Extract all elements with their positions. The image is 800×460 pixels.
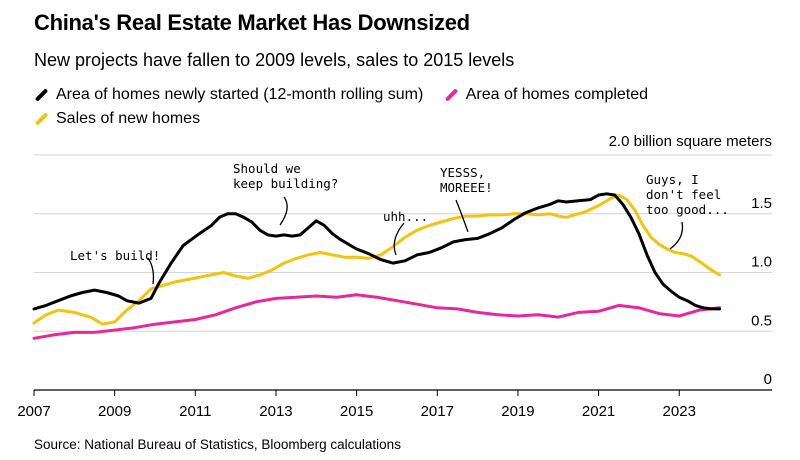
annotation-text: Should we xyxy=(233,161,301,176)
annotation-text: keep building? xyxy=(233,176,338,191)
series-line-0 xyxy=(32,192,722,311)
annotation-text: MOREEE! xyxy=(440,180,493,195)
y-tick-label: 1.5 xyxy=(751,195,772,212)
y-tick-label: 0 xyxy=(764,371,772,388)
annotation-text: Let's build! xyxy=(70,248,160,263)
annotation-leader xyxy=(147,257,155,285)
legend-item-completed: Area of homes completed xyxy=(444,84,648,106)
x-tick-label: 2017 xyxy=(421,403,454,420)
annotation-text: Guys, I xyxy=(646,172,699,187)
annotation-text: too good... xyxy=(646,202,729,217)
source-note: Source: National Bureau of Statistics, B… xyxy=(34,437,401,452)
x-tick-label: 2019 xyxy=(501,403,534,420)
annotation-text: don't feel xyxy=(646,187,721,202)
legend-label-sales: Sales of new homes xyxy=(56,110,201,127)
annotation-leader xyxy=(455,199,469,233)
x-tick-label: 2021 xyxy=(582,403,615,420)
x-tick-label: 2009 xyxy=(98,403,131,420)
legend: Area of homes newly started (12-month ro… xyxy=(34,82,774,130)
x-tick-label: 2015 xyxy=(340,403,373,420)
chart-subtitle: New projects have fallen to 2009 levels,… xyxy=(34,50,515,70)
legend-label-started: Area of homes newly started (12-month ro… xyxy=(56,86,424,103)
legend-label-completed: Area of homes completed xyxy=(465,86,649,103)
annotation-text: YESSS, xyxy=(440,165,485,180)
y-tick-label: 0.5 xyxy=(751,312,772,329)
chart-title: China's Real Estate Market Has Downsized xyxy=(34,10,470,35)
y-axis-unit-label: 2.0 billion square meters xyxy=(609,133,772,150)
annotation-leader xyxy=(393,222,405,256)
legend-item-started: Area of homes newly started (12-month ro… xyxy=(34,84,423,106)
x-tick-label: 2011 xyxy=(179,403,211,420)
series-line-2 xyxy=(32,193,722,326)
legend-item-sales: Sales of new homes xyxy=(34,108,200,130)
x-tick-label: 2013 xyxy=(259,403,292,420)
x-tick-label: 2023 xyxy=(663,403,696,420)
annotation-text: uhh... xyxy=(383,209,428,224)
annotation-leader xyxy=(279,196,288,226)
series-line-1 xyxy=(32,293,722,340)
annotation-leader xyxy=(669,221,684,250)
y-tick-label: 1.0 xyxy=(751,254,772,271)
x-tick-label: 2007 xyxy=(17,403,50,420)
